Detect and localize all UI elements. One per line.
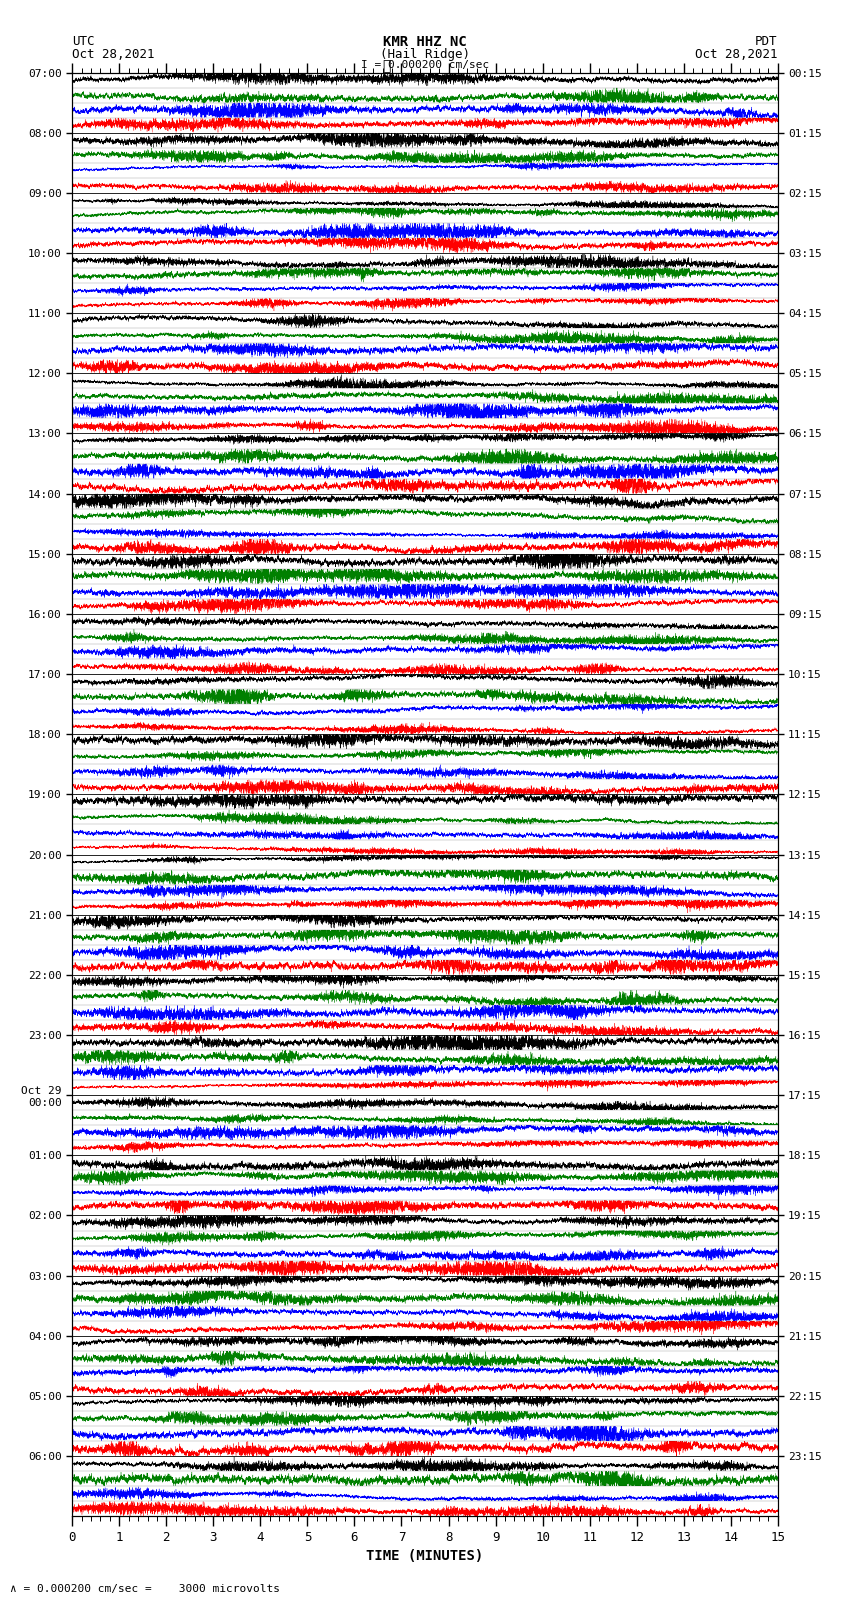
X-axis label: TIME (MINUTES): TIME (MINUTES) xyxy=(366,1550,484,1563)
Text: UTC: UTC xyxy=(72,35,94,48)
Text: Oct 28,2021: Oct 28,2021 xyxy=(72,47,155,61)
Text: ∧ = 0.000200 cm/sec =    3000 microvolts: ∧ = 0.000200 cm/sec = 3000 microvolts xyxy=(10,1584,280,1594)
Text: Oct 28,2021: Oct 28,2021 xyxy=(695,47,778,61)
Text: KMR HHZ NC: KMR HHZ NC xyxy=(383,35,467,48)
Text: PDT: PDT xyxy=(756,35,778,48)
Text: I = 0.000200 cm/sec: I = 0.000200 cm/sec xyxy=(361,60,489,69)
Text: (Hail Ridge): (Hail Ridge) xyxy=(380,48,470,61)
Text: ⎸: ⎸ xyxy=(382,60,391,74)
